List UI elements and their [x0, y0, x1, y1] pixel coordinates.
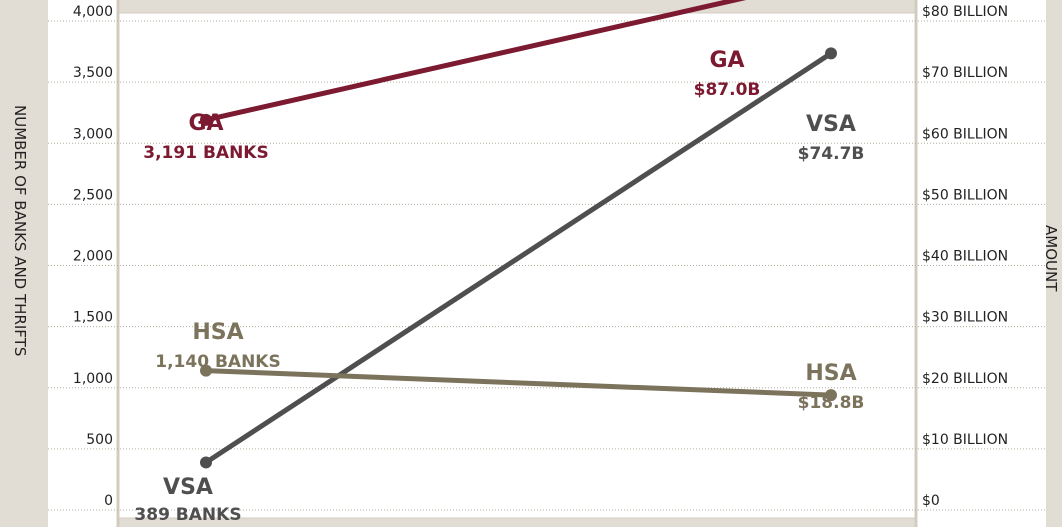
right-tick-label: $70 BILLION	[922, 65, 1008, 81]
left-tick-label: 0	[104, 493, 113, 509]
ga-start-label-name: GA	[188, 111, 223, 136]
vsa-start-point	[200, 456, 212, 469]
right-tick-label: $30 BILLION	[922, 310, 1008, 326]
right-tick-label: $40 BILLION	[922, 249, 1008, 265]
left-tick-label: 3,000	[73, 126, 113, 142]
hsa-series-line	[203, 368, 834, 398]
vsa-end-label-name: VSA	[806, 112, 856, 137]
right-tick-label: $20 BILLION	[922, 371, 1008, 387]
left-tick-panel	[48, 0, 118, 527]
left-tick-label: 500	[86, 432, 113, 448]
right-tick-label: $60 BILLION	[922, 126, 1008, 142]
left-axis-title: NUMBER OF BANKS AND THRIFTS	[11, 105, 29, 356]
right-margin-panel	[1046, 0, 1062, 527]
left-tick-label: 3,500	[73, 65, 113, 81]
ga-end-label-value: $87.0B	[694, 80, 761, 100]
right-tick-label: $0	[922, 493, 940, 509]
hsa-start-label-name: HSA	[192, 320, 243, 345]
left-tick-label: 1,000	[73, 371, 113, 387]
ga-series-line	[203, 0, 747, 123]
left-margin-panel	[0, 0, 48, 527]
vsa-start-label-value: 389 BANKS	[134, 505, 241, 525]
hsa-start-label-value: 1,140 BANKS	[155, 352, 280, 372]
right-tick-label: $80 BILLION	[922, 4, 1008, 20]
left-tick-label: 1,500	[73, 310, 113, 326]
ga-start-label-value: 3,191 BANKS	[143, 143, 268, 163]
hsa-start-point	[200, 364, 212, 377]
left-tick-label: 2,500	[73, 187, 113, 203]
right-axis-title: AMOUNT	[1042, 225, 1060, 292]
left-tick-label: 4,000	[73, 4, 113, 20]
right-tick-label: $50 BILLION	[922, 187, 1008, 203]
hsa-end-label-value: $18.8B	[798, 393, 865, 413]
ga-end-label-name: GA	[709, 48, 744, 73]
hsa-end-point	[825, 389, 837, 402]
hsa-end-label-name: HSA	[805, 361, 856, 386]
right-tick-panel	[916, 0, 1046, 527]
right-tick-label: $10 BILLION	[922, 432, 1008, 448]
vsa-end-label-value: $74.7B	[798, 144, 865, 164]
vsa-series-line	[203, 50, 834, 465]
vsa-end-point	[825, 47, 837, 60]
vsa-start-label-name: VSA	[163, 475, 213, 500]
ga-start-point	[200, 113, 212, 126]
left-tick-label: 2,000	[73, 249, 113, 265]
